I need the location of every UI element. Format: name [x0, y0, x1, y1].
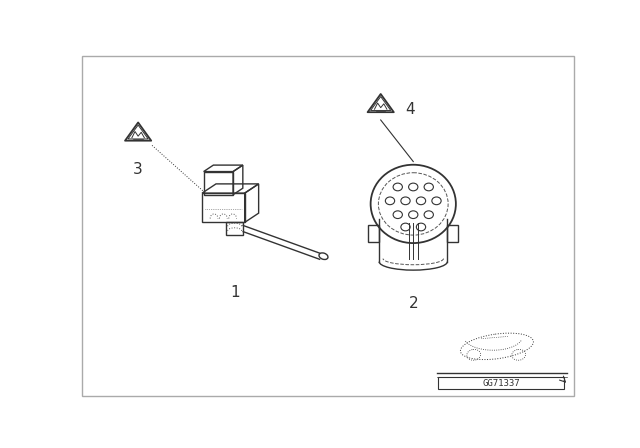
Bar	[438, 377, 564, 389]
Text: 1: 1	[230, 285, 240, 300]
Text: 2: 2	[408, 296, 418, 311]
Text: GG71337: GG71337	[482, 379, 520, 388]
Text: 3: 3	[133, 162, 143, 177]
Text: 4: 4	[406, 103, 415, 117]
